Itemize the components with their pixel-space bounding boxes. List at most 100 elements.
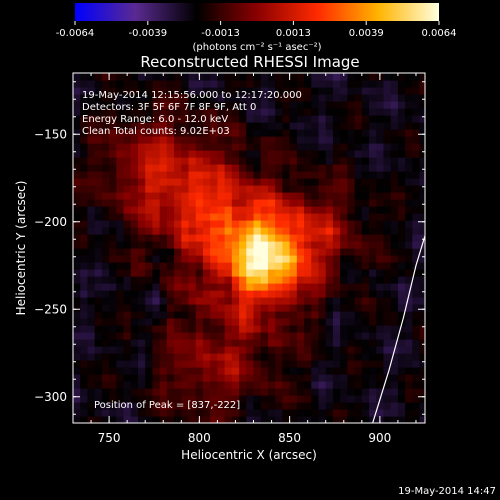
heatmap-cell <box>109 157 117 165</box>
heatmap-cell <box>94 374 103 382</box>
heatmap-cell <box>210 143 219 151</box>
heatmap-cell <box>340 346 348 354</box>
heatmap-cell <box>369 360 377 368</box>
heatmap-cell <box>347 367 356 375</box>
heatmap-cell <box>275 311 283 319</box>
heatmap-cell <box>361 213 370 221</box>
heatmap-cell <box>202 395 211 403</box>
heatmap-cell <box>123 115 132 123</box>
heatmap-cell <box>340 101 348 109</box>
heatmap-cell <box>152 360 161 368</box>
heatmap-cell <box>246 353 255 361</box>
heatmap-cell <box>174 374 182 382</box>
heatmap-cell <box>87 255 96 263</box>
heatmap-cell <box>332 318 341 326</box>
heatmap-cell <box>73 409 81 417</box>
heatmap-cell <box>304 150 312 158</box>
heatmap-cell <box>195 178 204 186</box>
heatmap-cell <box>217 129 226 137</box>
heatmap-cell <box>311 185 320 193</box>
heatmap-cell <box>347 241 356 249</box>
heatmap-cell <box>210 346 219 354</box>
heatmap-cell <box>166 353 175 361</box>
heatmap-cell <box>275 332 283 340</box>
heatmap-cell <box>239 234 247 242</box>
heatmap-cell <box>332 255 341 263</box>
heatmap-cell <box>397 332 406 340</box>
heatmap-cell <box>267 269 276 277</box>
heatmap-cell <box>87 241 96 249</box>
heatmap-cell <box>137 360 146 368</box>
heatmap-cell <box>239 73 247 81</box>
heatmap-cell <box>87 367 96 375</box>
heatmap-cell <box>145 178 154 186</box>
heatmap-cell <box>166 367 175 375</box>
heatmap-cell <box>354 276 363 284</box>
heatmap-cell <box>354 402 363 410</box>
heatmap-cell <box>304 220 312 228</box>
heatmap-cell <box>369 346 377 354</box>
heatmap-cell <box>361 101 370 109</box>
heatmap-cell <box>260 255 269 263</box>
heatmap-cell <box>152 339 161 347</box>
heatmap-cell <box>73 136 81 144</box>
heatmap-cell <box>332 199 341 207</box>
heatmap-cell <box>369 192 377 200</box>
heatmap-cell <box>304 325 312 333</box>
heatmap-cell <box>361 395 370 403</box>
heatmap-cell <box>166 262 175 270</box>
heatmap-image <box>73 73 425 423</box>
heatmap-cell <box>361 248 370 256</box>
heatmap-cell <box>419 206 425 214</box>
heatmap-cell <box>231 346 240 354</box>
heatmap-cell <box>275 199 283 207</box>
heatmap-cell <box>130 213 139 221</box>
heatmap-cell <box>282 248 291 256</box>
heatmap-cell <box>332 178 341 186</box>
heatmap-cell <box>369 381 377 389</box>
heatmap-cell <box>166 360 175 368</box>
heatmap-cell <box>361 234 370 242</box>
heatmap-cell <box>304 87 312 95</box>
heatmap-cell <box>253 129 262 137</box>
heatmap-cell <box>354 311 363 319</box>
heatmap-cell <box>166 318 175 326</box>
heatmap-cell <box>267 185 276 193</box>
heatmap-cell <box>137 192 146 200</box>
heatmap-cell <box>94 157 103 165</box>
heatmap-cell <box>347 339 356 347</box>
heatmap-cell <box>332 304 341 312</box>
heatmap-cell <box>202 248 211 256</box>
heatmap-cell <box>397 122 406 130</box>
heatmap-cell <box>340 304 348 312</box>
heatmap-cell <box>116 241 125 249</box>
heatmap-cell <box>101 164 110 172</box>
heatmap-cell <box>130 395 139 403</box>
heatmap-cell <box>332 94 341 102</box>
heatmap-cell <box>80 388 89 396</box>
heatmap-cell <box>130 297 139 305</box>
heatmap-cell <box>347 192 356 200</box>
heatmap-cell <box>405 374 413 382</box>
heatmap-cell <box>101 171 110 179</box>
heatmap-cell <box>210 150 219 158</box>
heatmap-cell <box>159 171 168 179</box>
heatmap-cell <box>195 108 204 116</box>
heatmap-cell <box>347 108 356 116</box>
heatmap-cell <box>195 136 204 144</box>
heatmap-cell <box>275 171 283 179</box>
heatmap-cell <box>354 395 363 403</box>
heatmap-cell <box>390 318 399 326</box>
heatmap-cell <box>152 157 161 165</box>
heatmap-cell <box>296 213 305 221</box>
heatmap-cell <box>202 178 211 186</box>
heatmap-cell <box>202 325 211 333</box>
heatmap-cell <box>304 395 312 403</box>
heatmap-cell <box>87 220 96 228</box>
heatmap-cell <box>354 185 363 193</box>
heatmap-cell <box>260 248 269 256</box>
heatmap-cell <box>311 87 320 95</box>
heatmap-cell <box>217 108 226 116</box>
heatmap-cell <box>94 416 103 423</box>
heatmap-cell <box>253 199 262 207</box>
